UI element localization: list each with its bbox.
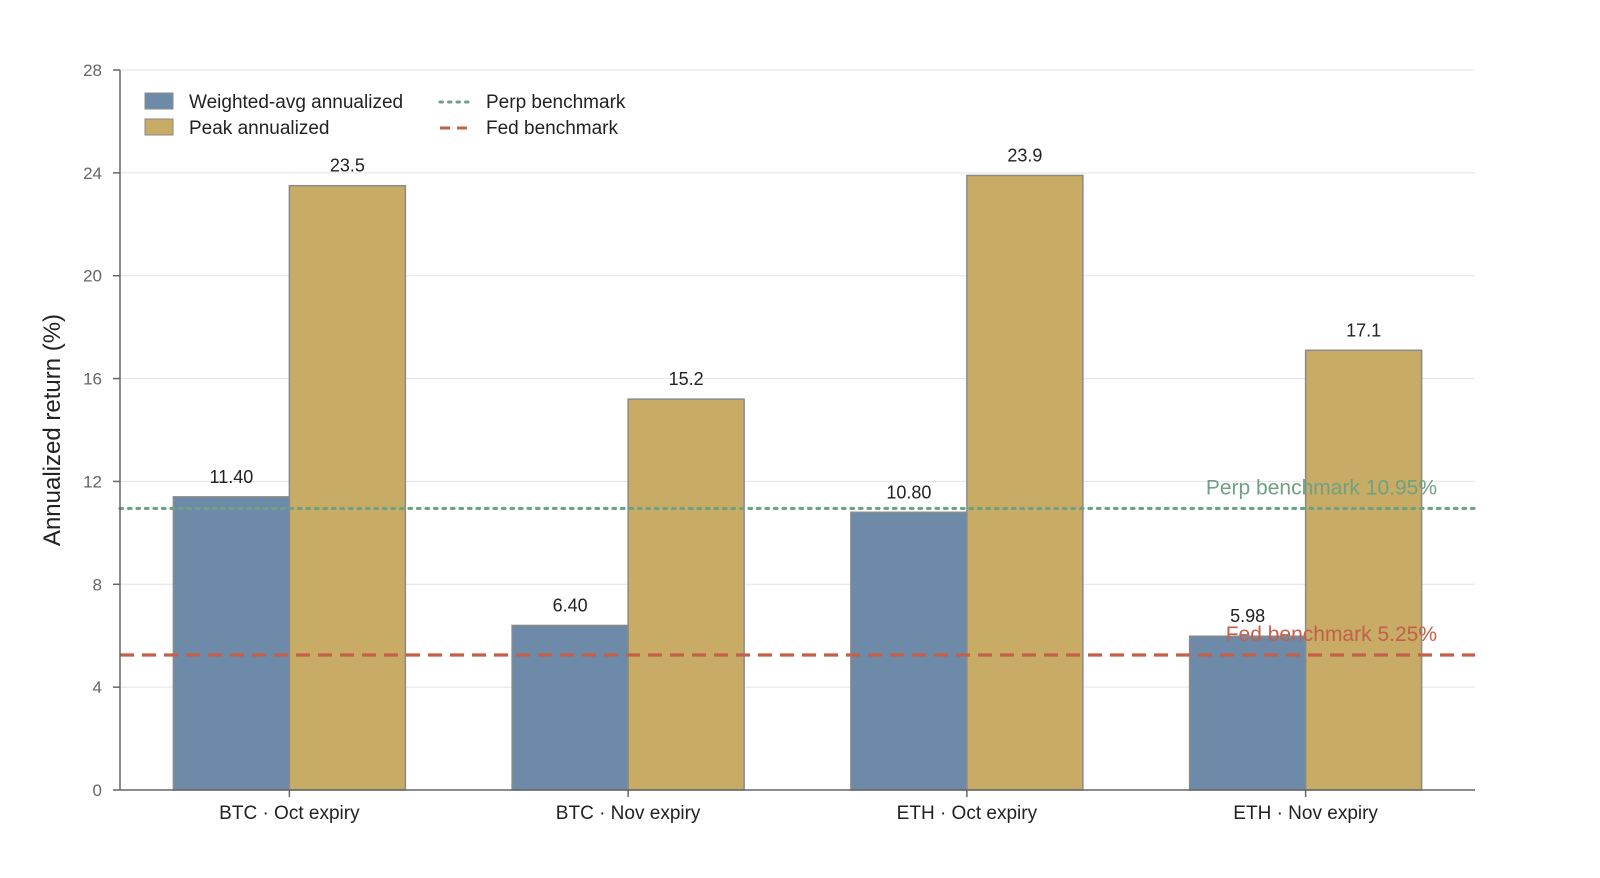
y-axis-title: Annualized return (%) [39, 314, 66, 546]
bar [966, 174, 1084, 791]
y-tick-label: 20 [83, 267, 102, 286]
bar [288, 184, 407, 791]
reference-lines [118, 506, 1477, 657]
reference-line-label: Fed benchmark 5.25% [1226, 623, 1437, 646]
data-label: 17.1 [1346, 320, 1381, 340]
bar [511, 624, 629, 791]
legend-swatch [144, 92, 174, 110]
bar [1188, 635, 1307, 791]
legend-label: Fed benchmark [486, 118, 619, 139]
data-label: 23.9 [1007, 145, 1042, 165]
y-tick-label: 8 [93, 575, 102, 594]
legend: Weighted-avg annualized Peak annualized Pe… [144, 92, 626, 139]
legend-label: Perp benchmark [486, 92, 626, 113]
data-label: 11.40 [210, 467, 254, 487]
y-tick-label: 0 [93, 781, 102, 800]
data-label: 23.5 [330, 156, 365, 176]
legend-swatch [144, 118, 174, 136]
y-tick-label: 4 [93, 678, 102, 697]
reference-line-label: Perp benchmark 10.95% [1206, 476, 1437, 499]
y-tick-label: 16 [83, 370, 102, 389]
x-tick-label: ETH · Nov expiry [1233, 803, 1378, 824]
data-label: 5.98 [1230, 606, 1265, 626]
legend-label: Weighted-avg annualized [189, 92, 403, 113]
x-tick-label: BTC · Oct expiry [219, 803, 360, 824]
bars [172, 174, 1423, 791]
x-tick-label: BTC · Nov expiry [556, 803, 701, 824]
bar [850, 511, 968, 791]
y-tick-label: 28 [83, 61, 102, 80]
labels: 0 4 8 12 16 20 24 28 11.40 23.5 BTC · Oct expiry 6.… [83, 61, 1437, 824]
data-label: 15.2 [669, 369, 704, 389]
x-tick-label: ETH · Oct expiry [897, 803, 1038, 824]
legend-label: Peak annualized [189, 118, 330, 139]
bar [172, 496, 291, 791]
bar [1304, 349, 1423, 791]
axes [119, 70, 1475, 791]
y-tick-label: 24 [83, 164, 102, 183]
data-label: 6.40 [553, 595, 588, 615]
y-tick-label: 12 [83, 472, 102, 491]
bar [627, 398, 745, 791]
data-label: 10.80 [886, 482, 931, 502]
